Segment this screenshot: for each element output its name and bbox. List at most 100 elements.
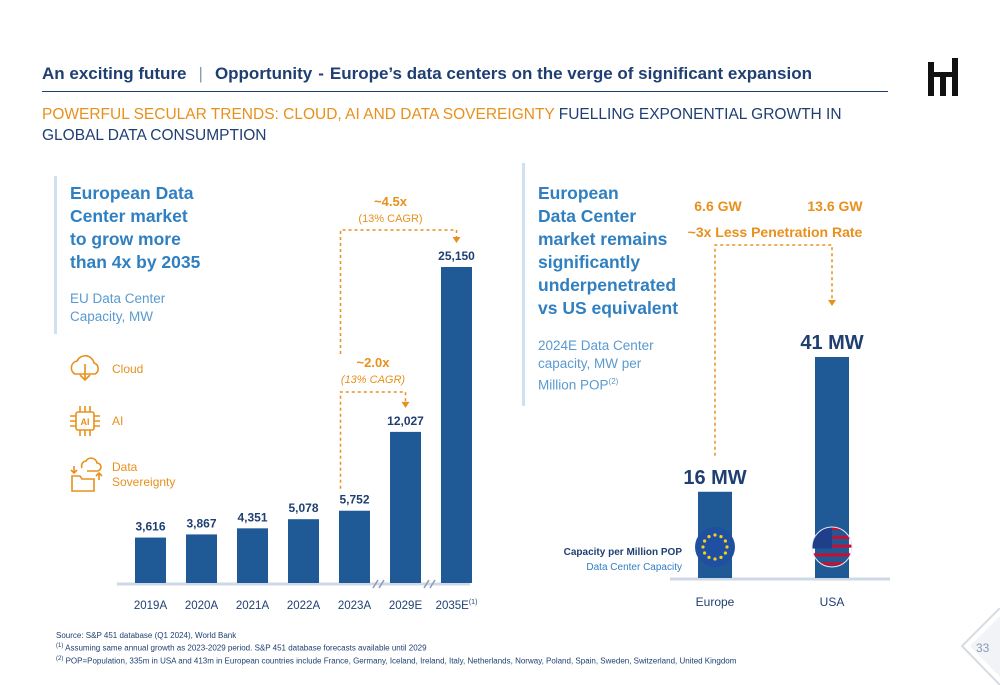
eu-flag-star <box>723 539 727 543</box>
trend-cloud: Cloud <box>66 350 143 388</box>
x-tick-label: USA <box>820 595 845 609</box>
eu-us-penetration-chart: 16 MW Europe 6.6 GW 41 MW USA 13.6 GW ~3x Less… <box>564 198 890 609</box>
trend-label: AI <box>112 413 124 428</box>
header-section: An exciting future <box>42 64 187 83</box>
left-accent-bar <box>54 176 57 334</box>
bar-value-label: 12,027 <box>387 414 424 428</box>
comparison-connector <box>714 244 833 456</box>
eu-flag-star <box>713 557 717 561</box>
footnote-2: (2) POP=Population, 335m in USA and 413m… <box>56 654 736 667</box>
bar-2021A <box>237 528 268 583</box>
right-title-line: European <box>538 183 619 203</box>
growth-multiple: ~2.0x <box>357 355 391 370</box>
right-panel-title: European Data Center market remains sign… <box>538 182 688 320</box>
us-flag-stripe <box>812 562 852 566</box>
footnote-1-sup: (1) <box>56 643 64 649</box>
right-title-line: significantly <box>538 252 641 272</box>
growth-arrowhead <box>452 237 461 243</box>
svg-text:AI: AI <box>81 417 90 427</box>
header-separator: | <box>198 64 203 83</box>
left-title-line: than 4x by 2035 <box>70 252 201 272</box>
penetration-comparison: ~3x Less Penetration Rate <box>688 224 863 240</box>
eu-flag-star <box>719 535 723 539</box>
header-dash: - <box>318 64 324 83</box>
trend-label-line: Sovereignty <box>112 475 176 489</box>
ai-chip-icon: AI <box>70 406 100 436</box>
axis-break-mark <box>423 579 436 589</box>
footnote-2-sup: (2) <box>56 655 64 662</box>
slide-header: An exciting future | Opportunity - Europe’s … <box>42 64 812 84</box>
trend-label-line: Data <box>112 460 138 474</box>
bar-value-label: 16 MW <box>683 467 746 489</box>
growth-connector-2023-2029 <box>339 391 407 489</box>
capacity-gw-label: 6.6 GW <box>694 198 742 214</box>
slide-subtitle: POWERFUL SECULAR TRENDS: CLOUD, AI AND D… <box>42 104 872 146</box>
left-panel-subtitle: EU Data Center Capacity, MW <box>70 290 200 326</box>
x-tick-label: 2022A <box>287 600 321 612</box>
right-sub-sup: (2) <box>608 377 619 386</box>
right-sub-line-text: Million POP <box>538 377 609 393</box>
growth-cagr: (13% CAGR) <box>341 374 406 386</box>
bar-value-label: 3,616 <box>135 520 165 534</box>
eu-flag-icon <box>695 527 735 567</box>
right-title-line: market remains <box>538 229 668 249</box>
growth-multiple: ~4.5x <box>374 194 408 209</box>
capacity-gw-label: 13.6 GW <box>807 198 863 214</box>
eu-capacity-chart: 3,616 2019A 3,867 2020A 4,351 2021A 5,078 2022A… <box>117 194 478 612</box>
right-accent-bar <box>522 163 525 406</box>
right-panel-subtitle: 2024E Data Center capacity, MW per Milli… <box>538 337 678 395</box>
x-tick-label: 2035E(1) <box>436 599 478 612</box>
bar-2035E <box>441 267 472 583</box>
bar-value-label: 4,351 <box>237 510 267 524</box>
bar-value-label: 5,078 <box>288 501 318 515</box>
right-sub-line: 2024E Data Center <box>538 338 654 353</box>
left-panel-title: European Data Center market to grow more… <box>70 182 230 274</box>
right-sub-line: Million POP(2) <box>538 373 678 395</box>
x-tick-label: 2021A <box>236 600 270 612</box>
x-tick-label: 2029E <box>389 600 423 612</box>
x-tick-label: 2019A <box>134 600 168 612</box>
left-sub-line: EU Data Center <box>70 291 166 306</box>
subtitle-rest: FUELLING EXPONENTIAL GROWTH IN GLOBAL DA… <box>42 106 842 144</box>
subtitle-highlight: POWERFUL SECULAR TRENDS: CLOUD, AI AND D… <box>42 106 555 123</box>
comparison-arrowhead <box>828 300 836 306</box>
us-flag-rim <box>811 526 853 568</box>
company-logo-icon <box>928 58 958 96</box>
x-tick-label: 2020A <box>185 600 219 612</box>
right-sub-line: capacity, MW per <box>538 356 642 371</box>
eu-flag-star <box>703 551 707 555</box>
eu-flag-star <box>713 533 717 537</box>
bar-value-label: 5,752 <box>339 493 369 507</box>
page-number: 33 <box>976 641 990 655</box>
left-sub-line: Capacity, MW <box>70 309 154 324</box>
left-title-line: European Data <box>70 183 194 203</box>
eu-flag-star <box>725 545 729 549</box>
eu-flag-star <box>719 555 723 559</box>
eu-flag-star <box>703 539 707 543</box>
eu-flag-star <box>707 555 711 559</box>
growth-cagr: (13% CAGR) <box>358 213 422 225</box>
bar-2020A <box>186 534 217 583</box>
header-divider <box>42 91 888 92</box>
eu-flag-disc <box>695 527 735 567</box>
right-title-line: underpenetrated <box>538 275 677 295</box>
left-title-line: to grow more <box>70 229 181 249</box>
legend-secondary: Data Center Capacity <box>586 562 682 573</box>
footnote-1-text: Assuming same annual growth as 2023-2029… <box>63 643 427 653</box>
bar-2029E <box>390 431 421 583</box>
eu-flag-star <box>707 535 711 539</box>
x-tick-label: 2023A <box>338 600 372 612</box>
legend-primary: Capacity per Million POP <box>564 547 683 558</box>
data-sovereignty-icon <box>70 457 103 492</box>
eu-flag-star <box>723 551 727 555</box>
us-flag-stripe <box>812 553 852 557</box>
bar-2023A <box>339 510 370 583</box>
trend-label: Data Sovereignty <box>112 460 175 490</box>
bar-2022A <box>288 519 319 583</box>
trend-ai: AI AI <box>66 402 123 440</box>
trend-label: Cloud <box>112 361 144 376</box>
right-title-line: Data Center <box>538 206 637 226</box>
right-title-line: vs US equivalent <box>538 298 679 318</box>
axis-break-mark <box>372 579 385 589</box>
trend-data-sovereignty: Data Sovereignty <box>66 456 175 494</box>
